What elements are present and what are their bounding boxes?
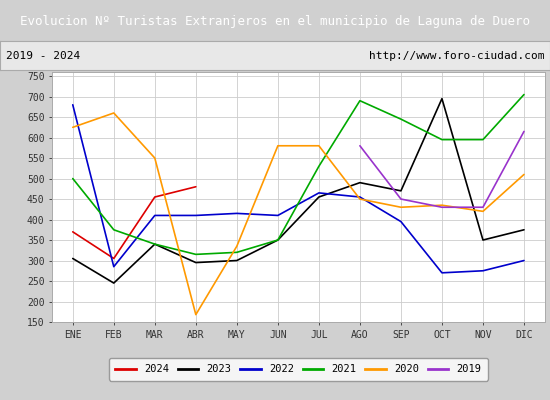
Text: 2019 - 2024: 2019 - 2024 — [6, 51, 80, 61]
Text: http://www.foro-ciudad.com: http://www.foro-ciudad.com — [369, 51, 544, 61]
Legend: 2024, 2023, 2022, 2021, 2020, 2019: 2024, 2023, 2022, 2021, 2020, 2019 — [109, 358, 488, 380]
Text: Evolucion Nº Turistas Extranjeros en el municipio de Laguna de Duero: Evolucion Nº Turistas Extranjeros en el … — [20, 14, 530, 28]
